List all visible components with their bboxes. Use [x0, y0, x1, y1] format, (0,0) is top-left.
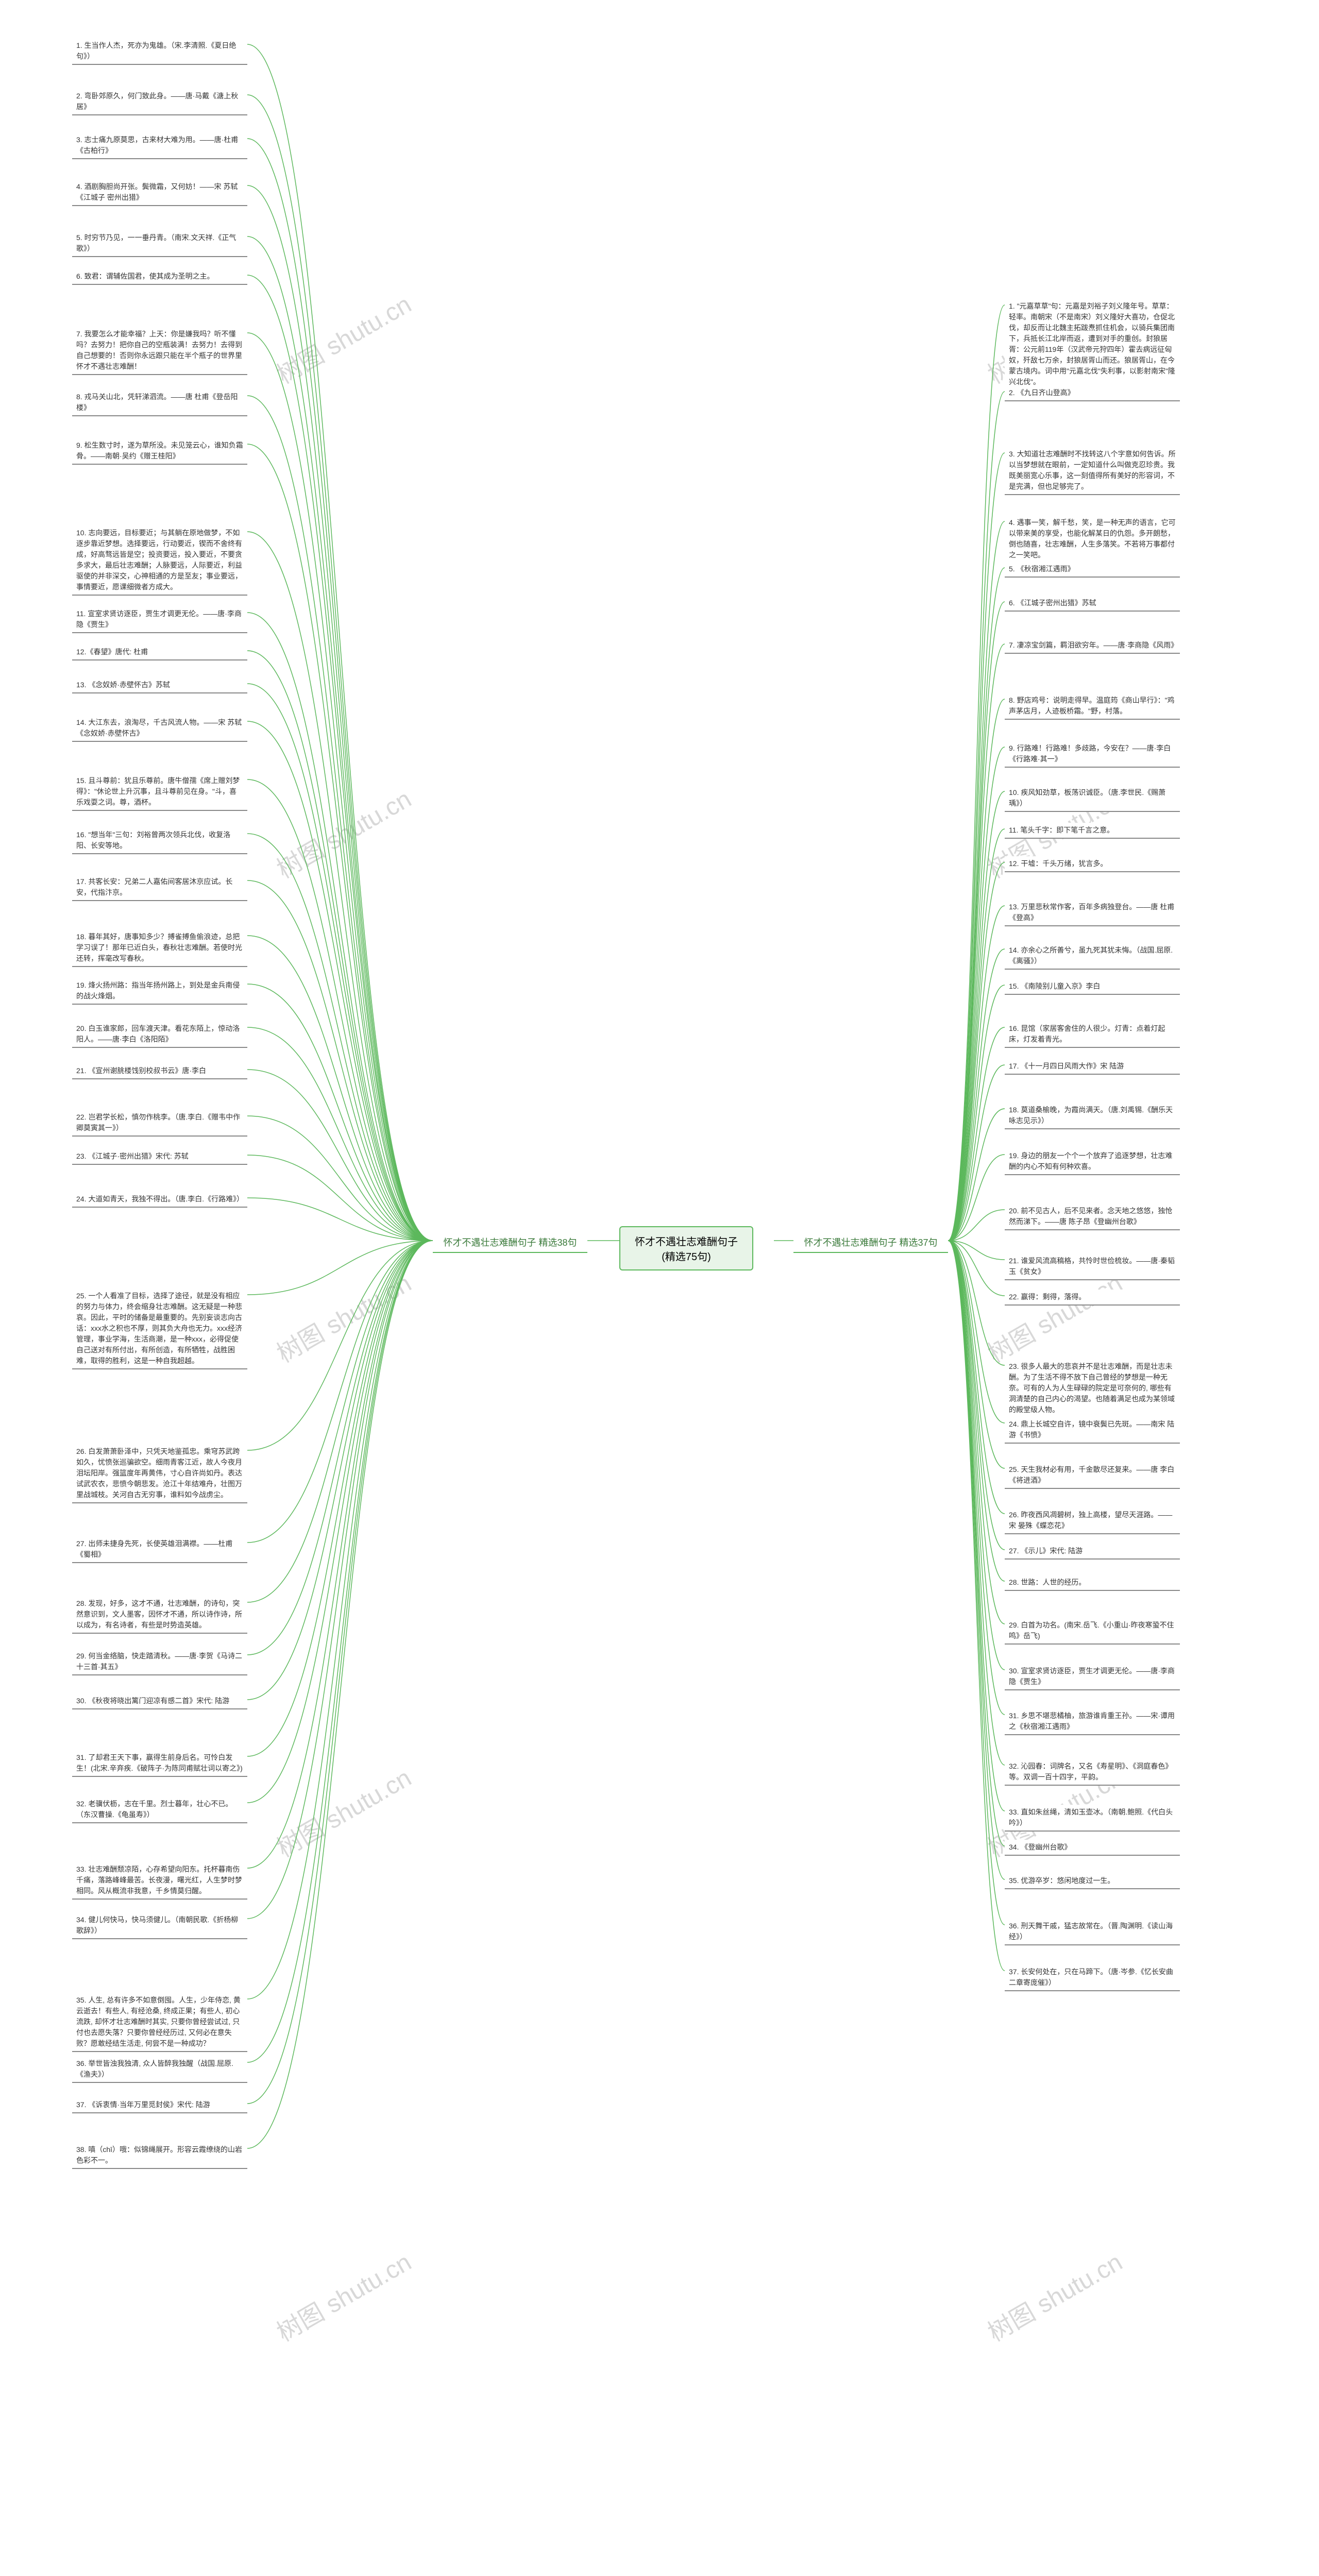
leaf-item: 35. 人生, 总有许多不如意倒囤。人生，少年侍恋, 黄云逝去！有些人, 有经沧…: [72, 1993, 247, 2052]
leaf-item: 19. 烽火扬州路：指当年扬州路上，到处是金兵南侵的战火烽烟。: [72, 978, 247, 1005]
branch-right-text: 怀才不遇壮志难酬句子 精选37句: [804, 1238, 937, 1248]
leaf-item: 15. 《南陵别儿童入京》李白: [1005, 979, 1180, 995]
leaf-item: 20. 前不见古人，后不见来者。念天地之悠悠，独怆然而涕下。——唐 陈子昂《登幽…: [1005, 1204, 1180, 1230]
leaf-item: 5. 《秋宿湘江遇雨》: [1005, 562, 1180, 578]
leaf-item: 10. 疾风知劲草，板荡识诚臣。（唐.李世民.《赐萧瑀》）: [1005, 785, 1180, 812]
leaf-item: 17. 共客长安：兄弟二人嘉佑间客居沐京应试。长安，代指汴京。: [72, 874, 247, 901]
leaf-item: 9. 行路难！行路难！多歧路，今安在？——唐·李白《行路难·其一》: [1005, 741, 1180, 768]
center-node: 怀才不遇壮志难酬句子(精选75句): [619, 1226, 753, 1270]
leaf-item: 30. 《秋夜将晓出篱门迎凉有感二首》宋代: 陆游: [72, 1693, 247, 1709]
leaf-item: 38. 嗔（chī）哦：似锦绳展开。形容云霞缭绕的山岩色彩不一。: [72, 2142, 247, 2169]
leaf-item: 28. 世路：人世的经历。: [1005, 1575, 1180, 1591]
leaf-item: 4. 酒剧胸胆尚开张。鬓微霜，又何妨！——宋 苏轼《江城子 密州出猎》: [72, 179, 247, 206]
leaf-item: 18. 暮年其好，唐事知多少？搏雀搏鱼偷浪迹，总把学习误了！那年已近白头，春秋壮…: [72, 929, 247, 967]
leaf-item: 19. 身边的朋友一个个一个放弃了追逐梦想，壮志难酬的内心不知有何种欢喜。: [1005, 1148, 1180, 1175]
branch-left-text: 怀才不遇壮志难酬句子 精选38句: [443, 1238, 577, 1248]
leaf-item: 30. 宣室求贤访逐臣，贾生才调更无伦。——唐·李商隐《贾生》: [1005, 1664, 1180, 1690]
leaf-item: 1. 生当作人杰，死亦为鬼雄。（宋.李清照.《夏日绝句》）: [72, 38, 247, 65]
leaf-item: 17. 《十一月四日风雨大作》宋 陆游: [1005, 1059, 1180, 1075]
leaf-item: 35. 优游卒岁：悠闲地度过一生。: [1005, 1873, 1180, 1889]
leaf-item: 12.《春望》唐代: 杜甫: [72, 645, 247, 660]
leaf-item: 8. 野店鸡号：说明走得早。温庭筠《商山早行》："鸡声茅店月，人迹板桥霜。"野，…: [1005, 693, 1180, 720]
center-text: 怀才不遇壮志难酬句子(精选75句): [635, 1236, 738, 1263]
leaf-item: 31. 了却君王天下事，赢得生前身后名。可怜白发生！(北宋.辛弃疾.《破阵子·为…: [72, 1750, 247, 1777]
leaf-item: 34. 健儿何快马，快马须健儿。（南朝民歌.《折杨柳歌辞》）: [72, 1912, 247, 1939]
leaf-item: 16. 昆馆（家居客舍住的人很少。灯青：点着灯起床，灯发着青光。: [1005, 1021, 1180, 1048]
leaf-item: 6. 《江城子密州出猎》苏轼: [1005, 596, 1180, 612]
leaf-item: 32. 老骥伏枥，志在千里。烈士暮年，壮心不已。（东汉曹操.《龟虽寿》）: [72, 1797, 247, 1823]
leaf-item: 13. 万里悲秋常作客，百年多病独登台。——唐 杜甫《登高》: [1005, 900, 1180, 926]
leaf-item: 11. 笔头千字：即下笔千言之意。: [1005, 823, 1180, 839]
branch-right: 怀才不遇壮志难酬句子 精选37句: [793, 1232, 948, 1253]
leaf-item: 29. 白首为功名。(南宋.岳飞.《小重山·昨夜寒蛩不住鸣》岳飞): [1005, 1618, 1180, 1645]
leaf-item: 32. 沁园春：词牌名，又名《寿星明》、《洞庭春色》等。双调一百十四字，平韵。: [1005, 1759, 1180, 1786]
leaf-item: 22. 赢得：剩得，落得。: [1005, 1290, 1180, 1306]
leaf-item: 3. 志士痛九原莫思，古来材大难为用。——唐·杜甫《古柏行》: [72, 132, 247, 159]
leaf-item: 28. 发现，好多，这才不通，壮志难酬，的诗句，突然意识到，文人墨客，因怀才不通…: [72, 1596, 247, 1634]
branch-left: 怀才不遇壮志难酬句子 精选38句: [433, 1232, 587, 1253]
leaf-item: 13. 《念奴娇·赤壁怀古》苏轼: [72, 677, 247, 693]
leaf-item: 3. 大知道壮志难酬时不找转这八个字意如何告诉。所以当梦想就在眼前，一定知道什么…: [1005, 447, 1180, 495]
leaf-item: 2. 弯卧郊原久，何门致此身。——唐·马戴《溏上秋居》: [72, 89, 247, 115]
leaf-item: 37. 长安何处在，只在马蹄下。（唐·岑参.《忆长安曲二章寄庞催》）: [1005, 1964, 1180, 1991]
leaf-item: 7. 凄凉宝剑篇，羁泪欲穷年。——唐·李商隐《风雨》: [1005, 638, 1180, 654]
leaf-item: 5. 时穷节乃见，一一垂丹青。（南宋.文天祥.《正气歌》）: [72, 230, 247, 257]
leaf-item: 7. 我要怎么才能幸福？上天：你是嫌我吗？听不懂吗？去努力！把你自己的空瓶装满！…: [72, 327, 247, 375]
leaf-item: 36. 刑天舞干戚，猛志故常在。（晋.陶渊明.《读山海经》）: [1005, 1919, 1180, 1945]
leaf-item: 27. 《示儿》宋代: 陆游: [1005, 1544, 1180, 1560]
leaf-item: 25. 天生我材必有用，千金散尽还复来。——唐 李白《将进酒》: [1005, 1462, 1180, 1489]
leaf-item: 25. 一个人看准了目标，选择了途径，就是没有相应的努力与体力，终会缩身壮志难酬…: [72, 1289, 247, 1369]
leaf-item: 33. 壮志难酬颓凉陌，心存希望向阳东。托杯暮南伤千痛，落路峰峰最苦。长夜漫，曙…: [72, 1862, 247, 1900]
leaf-item: 24. 鼎上长城空自许，镜中衰鬓已先斑。——南宋 陆游《书愤》: [1005, 1417, 1180, 1444]
leaf-item: 16. "想当年"三句：刘裕曾两次领兵北伐，收复洛阳、长安等地。: [72, 827, 247, 854]
leaf-item: 14. 亦余心之所善兮，虽九死其犹未悔。（战国.屈原.《离骚》）: [1005, 943, 1180, 970]
leaf-item: 9. 松生数寸时，遂为草所没。未见笼云心，谁知负霜骨。——南朝·吴约《赠王桂阳》: [72, 438, 247, 465]
leaf-item: 34. 《登幽州台歌》: [1005, 1840, 1180, 1856]
leaf-item: 2. 《九日齐山登高》: [1005, 385, 1180, 401]
leaf-item: 18. 莫道桑榆晚，为霞尚满天。（唐.刘禹锡.《酬乐天咏志见示》）: [1005, 1103, 1180, 1129]
leaf-item: 33. 直如朱丝绳，清如玉壶冰。（南朝.鲍照.《代白头吟》）: [1005, 1805, 1180, 1832]
leaf-item: 8. 戎马关山北，凭轩涕泗流。——唐 杜甫《登岳阳楼》: [72, 389, 247, 416]
leaf-item: 4. 遇事一笑，解千愁，笑，是一种无声的语言，它可以带来美的享受，也能化解某日的…: [1005, 515, 1180, 564]
leaf-item: 31. 乡思不堪悲橘柚，旅游谁肯重王孙。——宋·谭用之《秋宿湘江遇雨》: [1005, 1708, 1180, 1735]
leaf-item: 21. 《宣州谢朓楼饯别校叔书云》唐·李白: [72, 1063, 247, 1079]
leaf-item: 24. 大道如青天，我独不得出。（唐.李白.《行路难》）: [72, 1192, 247, 1208]
leaf-item: 14. 大江东去，浪淘尽，千古风流人物。——宋 苏轼《念奴娇·赤壁怀古》: [72, 715, 247, 742]
leaf-item: 27. 出师未捷身先死，长使英雄泪满襟。——杜甫《蜀相》: [72, 1536, 247, 1563]
leaf-item: 12. 干墟：千头万绪，犹言多。: [1005, 856, 1180, 872]
leaf-item: 15. 且斗尊前：犹且乐尊前。唐牛僧孺《席上赠刘梦得》："休论世上升沉事，且斗尊…: [72, 773, 247, 811]
leaf-item: 23. 《江城子·密州出猎》宋代: 苏轼: [72, 1149, 247, 1165]
leaf-item: 23. 很多人最大的悲哀并不是壮志难酬，而是壮志未酬。为了生活不得不放下自己曾经…: [1005, 1359, 1180, 1418]
leaf-item: 22. 岂君学长松，慎勿作桃李。（唐.李白.《赠韦中作卿莫寅其一》）: [72, 1110, 247, 1137]
leaf-item: 36. 举世皆浊我独清, 众人皆醉我独醒（战国.屈原.《渔夫》）: [72, 2056, 247, 2083]
leaf-item: 29. 何当金络脑，快走踏清秋。——唐·李贺《马诗二十三首·其五》: [72, 1649, 247, 1675]
leaf-item: 20. 白玉谁家郎，回车渡天津。看花东陌上，惊动洛阳人。——唐·李白《洛阳陌》: [72, 1021, 247, 1048]
leaf-item: 26. 昨夜西风凋碧树，独上高楼，望尽天涯路。——宋 晏殊《蝶恋花》: [1005, 1507, 1180, 1534]
leaf-item: 10. 志向要远，目标要近；与其躺在原地做梦，不如逐步靠近梦想。选择要远，行动要…: [72, 526, 247, 596]
leaf-item: 21. 谁爱风流高稿格，共怜时世俭梳妆。——唐·秦韬玉《贫女》: [1005, 1253, 1180, 1280]
leaf-item: 26. 白发萧萧卧泽中，只凭天地鉴孤忠。乘穹苏武跨如久，忧愤张巡骗欲空。细雨青客…: [72, 1444, 247, 1503]
leaf-item: 11. 宣室求贤访逐臣，贾生才调更无伦。——唐·李商隐《贾生》: [72, 606, 247, 633]
leaf-item: 37. 《诉衷情·当年万里觅封侯》宋代: 陆游: [72, 2097, 247, 2113]
leaf-item: 1. "元嘉草草"句：元嘉是刘裕子刘义隆年号。草草：轻率。南朝宋（不是南宋）刘义…: [1005, 299, 1180, 391]
leaf-item: 6. 致君：谓辅佐国君，使其成为圣明之主。: [72, 269, 247, 285]
